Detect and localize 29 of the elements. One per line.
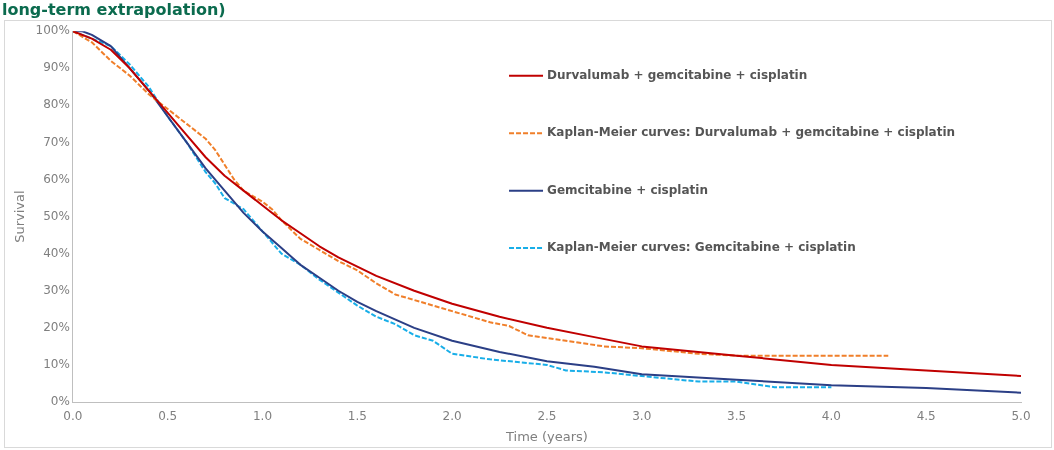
y-axis-title: Survival (12, 190, 28, 243)
x-tick-label: 1.5 (347, 409, 367, 424)
y-tick-label: 70% (43, 134, 70, 149)
y-tick-label: 90% (43, 60, 70, 75)
x-tick-label: 5.0 (1011, 409, 1031, 424)
y-tick-label: 50% (43, 208, 70, 223)
y-tick-label: 30% (43, 282, 70, 297)
x-tick-label: 3.5 (727, 409, 747, 424)
y-tick-label: 10% (43, 357, 70, 372)
x-tick-label: 2.5 (537, 409, 557, 424)
y-tick-label: 40% (43, 245, 70, 260)
y-tick-label: 20% (43, 319, 70, 334)
x-tick-label: 4.5 (916, 409, 936, 424)
chart-title: long-term extrapolation) (1, 0, 227, 20)
y-tick-label: 60% (43, 171, 70, 186)
legend-label: Gemcitabine + cisplatin (547, 182, 708, 197)
y-tick-label: 80% (43, 97, 70, 112)
legend-label: Kaplan-Meier curves: Durvalumab + gemcitabine + cisplatin (547, 125, 956, 140)
y-tick-label: 100% (35, 23, 70, 38)
x-tick-label: 3.0 (632, 409, 652, 424)
x-tick-label: 1.0 (252, 409, 273, 424)
y-tick-label: 0% (50, 394, 70, 409)
x-tick-label: 2.0 (442, 409, 462, 424)
legend-label: Durvalumab + gemcitabine + cisplatin (547, 67, 808, 82)
x-tick-label: 0.0 (63, 409, 83, 424)
x-tick-label: 4.0 (821, 409, 841, 424)
x-axis-title: Time (years) (505, 428, 588, 444)
legend-label: Kaplan-Meier curves: Gemcitabine + cisplatin (547, 240, 856, 255)
x-tick-label: 0.5 (158, 409, 178, 424)
